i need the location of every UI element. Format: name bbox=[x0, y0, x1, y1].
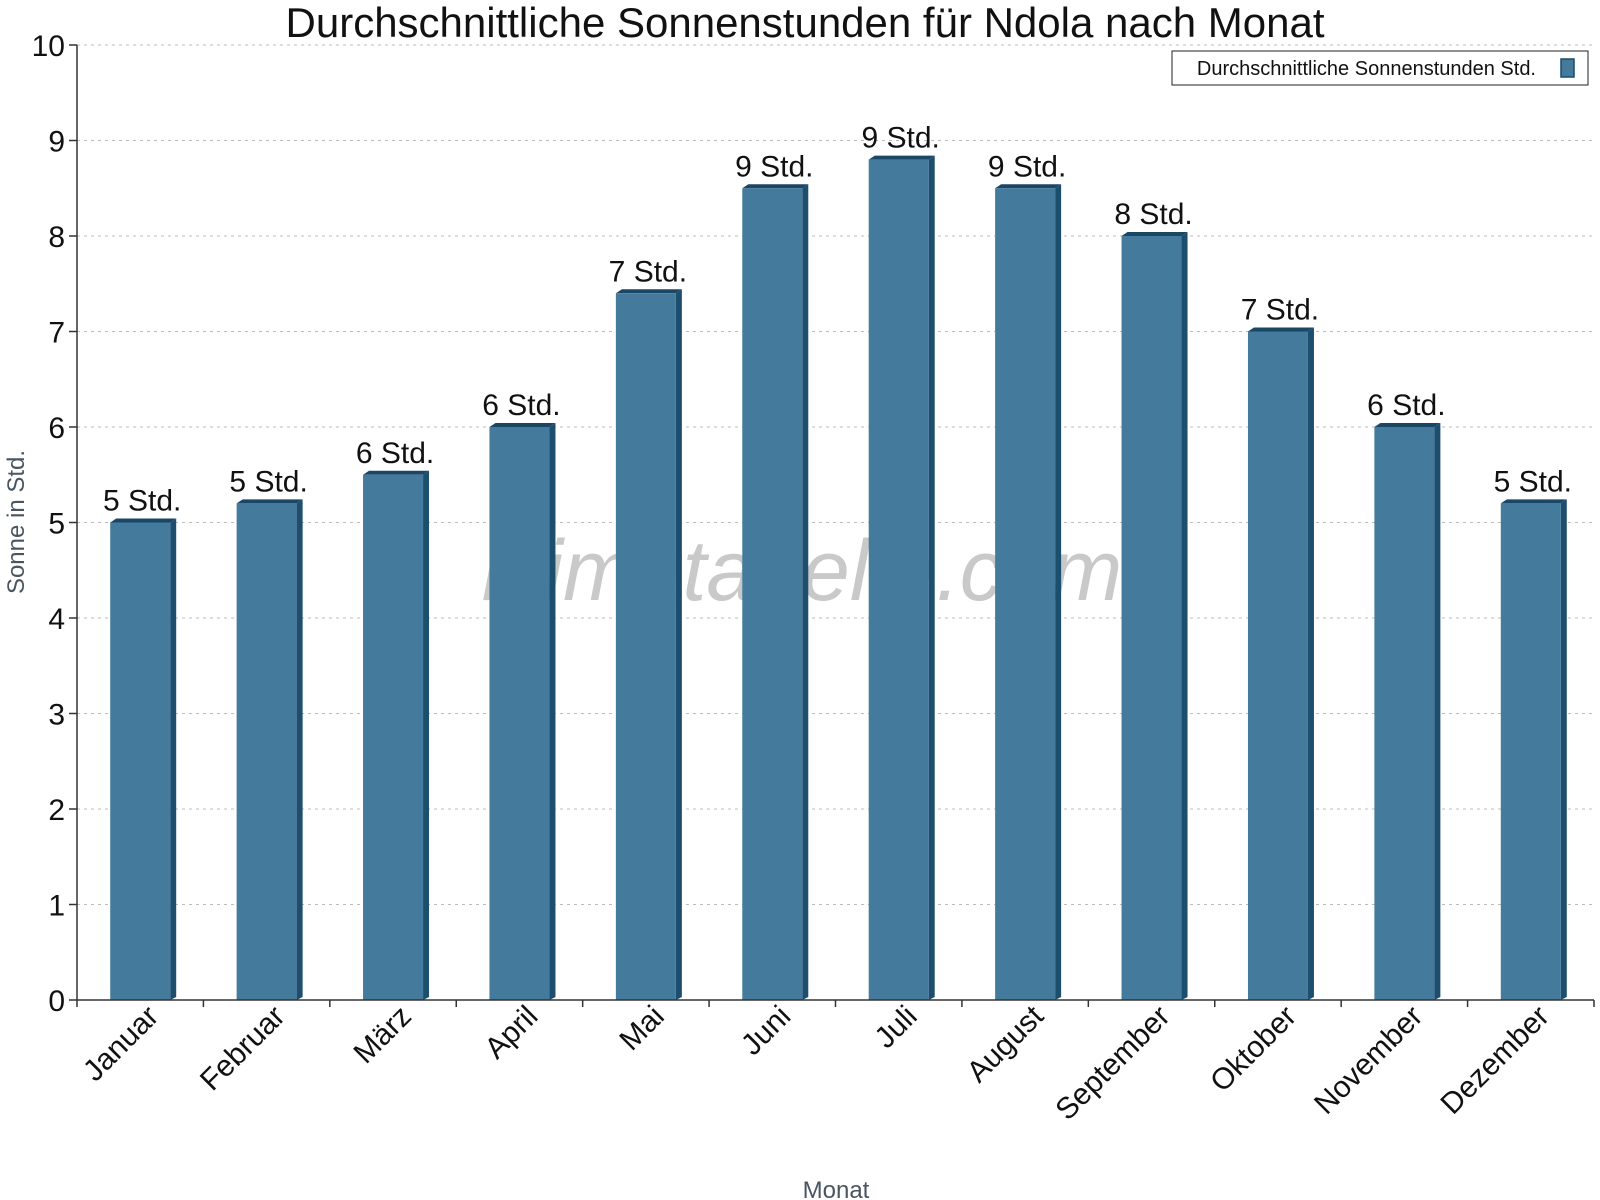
bar bbox=[1500, 499, 1567, 1000]
y-tick-label: 5 bbox=[48, 508, 65, 541]
y-axis-title: Sonne in Std. bbox=[3, 450, 30, 594]
bar-top bbox=[1500, 499, 1567, 504]
data-label: 6 Std. bbox=[1367, 389, 1445, 422]
data-label: 9 Std. bbox=[862, 122, 940, 155]
bar-face bbox=[995, 188, 1056, 1000]
gridlines bbox=[77, 44, 1594, 905]
bar-side bbox=[549, 423, 556, 1000]
bar bbox=[236, 499, 303, 1000]
bar-side bbox=[1560, 499, 1567, 1000]
legend-swatch bbox=[1560, 58, 1575, 78]
x-tick-label: April bbox=[479, 1000, 545, 1066]
data-labels: 5 Std. 5 Std. 6 Std. 6 Std. 7 Std. 9 Std. 9 St… bbox=[103, 122, 1572, 518]
y-tick-label: 1 bbox=[48, 890, 65, 923]
bars bbox=[110, 155, 1567, 1001]
y-tick-label: 2 bbox=[48, 794, 65, 827]
bar-face bbox=[1500, 503, 1561, 1000]
x-tick-labels: Januar Februar März April Mai Juni Juli August S… bbox=[76, 999, 1595, 1127]
bar bbox=[615, 289, 682, 1000]
bar-face bbox=[1247, 331, 1308, 1000]
y-tick-label: 3 bbox=[48, 699, 65, 732]
bar bbox=[363, 470, 430, 1000]
bar-top bbox=[1121, 232, 1188, 236]
data-label: 8 Std. bbox=[1114, 198, 1192, 231]
x-axis-title: Monat bbox=[803, 1177, 870, 1200]
bar-face bbox=[742, 188, 803, 1000]
y-tick-label: 0 bbox=[48, 985, 65, 1018]
y-tick-label: 9 bbox=[48, 126, 65, 159]
chart-title: Durchschnittliche Sonnenstunden für Ndol… bbox=[286, 0, 1325, 46]
bar-top bbox=[1247, 327, 1314, 332]
bar-side bbox=[675, 289, 682, 1000]
x-tick-label: Oktober bbox=[1204, 1000, 1303, 1099]
bar-face bbox=[868, 159, 929, 1001]
bar-top bbox=[868, 155, 935, 160]
x-tick-label: Februar bbox=[194, 1000, 292, 1098]
x-tick-label: Januar bbox=[77, 1000, 165, 1088]
bar-top bbox=[995, 184, 1062, 189]
bar-side bbox=[423, 470, 430, 1000]
bar-side bbox=[1181, 232, 1188, 1000]
bar-top bbox=[1374, 423, 1441, 427]
bar-side bbox=[928, 155, 935, 1001]
bar-side bbox=[1055, 184, 1062, 1000]
bar bbox=[1374, 423, 1441, 1000]
data-label: 9 Std. bbox=[735, 150, 813, 183]
x-tick-label: Juni bbox=[735, 1000, 797, 1062]
bar-top bbox=[615, 289, 682, 294]
bar bbox=[1247, 327, 1314, 1000]
bar-side bbox=[1434, 423, 1441, 1000]
x-tick-label: September bbox=[1049, 1000, 1176, 1127]
data-label: 6 Std. bbox=[482, 389, 560, 422]
bar bbox=[489, 423, 556, 1000]
data-label: 5 Std. bbox=[229, 465, 307, 498]
x-tick-label: März bbox=[348, 1000, 418, 1070]
data-label: 6 Std. bbox=[356, 437, 434, 470]
bar-face bbox=[1121, 236, 1182, 1000]
bar-top bbox=[236, 499, 303, 504]
x-tick-label: Mai bbox=[613, 1000, 671, 1058]
bar bbox=[868, 155, 935, 1001]
data-label: 5 Std. bbox=[103, 485, 181, 518]
y-tick-label: 10 bbox=[32, 30, 65, 63]
bar-top bbox=[742, 184, 809, 189]
bar-top bbox=[363, 470, 430, 475]
data-label: 7 Std. bbox=[609, 255, 687, 288]
bar bbox=[995, 184, 1062, 1000]
bar-side bbox=[802, 184, 809, 1000]
x-tick-label: Dezember bbox=[1435, 1000, 1556, 1121]
data-label: 7 Std. bbox=[1241, 294, 1319, 327]
bar-face bbox=[1374, 427, 1435, 1000]
data-label: 9 Std. bbox=[988, 150, 1066, 183]
y-tick-label: 4 bbox=[48, 603, 65, 636]
legend-label: Durchschnittliche Sonnenstunden Std. bbox=[1197, 58, 1536, 80]
y-tick-label: 6 bbox=[48, 412, 65, 445]
bar bbox=[110, 518, 177, 1000]
bar-top bbox=[110, 518, 177, 523]
legend: Durchschnittliche Sonnenstunden Std. bbox=[1171, 50, 1589, 86]
bar-face bbox=[110, 522, 171, 1000]
y-tick-label: 7 bbox=[48, 317, 65, 350]
bar-face bbox=[615, 293, 676, 1000]
y-tick-labels: 0 1 2 3 4 5 6 7 8 9 10 bbox=[32, 30, 77, 1018]
x-tick-label: November bbox=[1308, 1000, 1429, 1121]
bar-face bbox=[236, 503, 297, 1000]
y-tick-label: 8 bbox=[48, 221, 65, 254]
legend-box bbox=[1171, 50, 1589, 86]
x-tick-label: Juli bbox=[868, 1000, 923, 1055]
bar-face bbox=[489, 427, 550, 1000]
bar-top bbox=[489, 423, 556, 427]
bar-side bbox=[1307, 327, 1314, 1000]
x-tick-label: August bbox=[961, 999, 1051, 1089]
bar-face bbox=[363, 474, 424, 1000]
bar-side bbox=[296, 499, 303, 1000]
bar-side bbox=[170, 518, 177, 1000]
bar bbox=[742, 184, 809, 1000]
data-label: 5 Std. bbox=[1494, 465, 1572, 498]
bar bbox=[1121, 232, 1188, 1000]
